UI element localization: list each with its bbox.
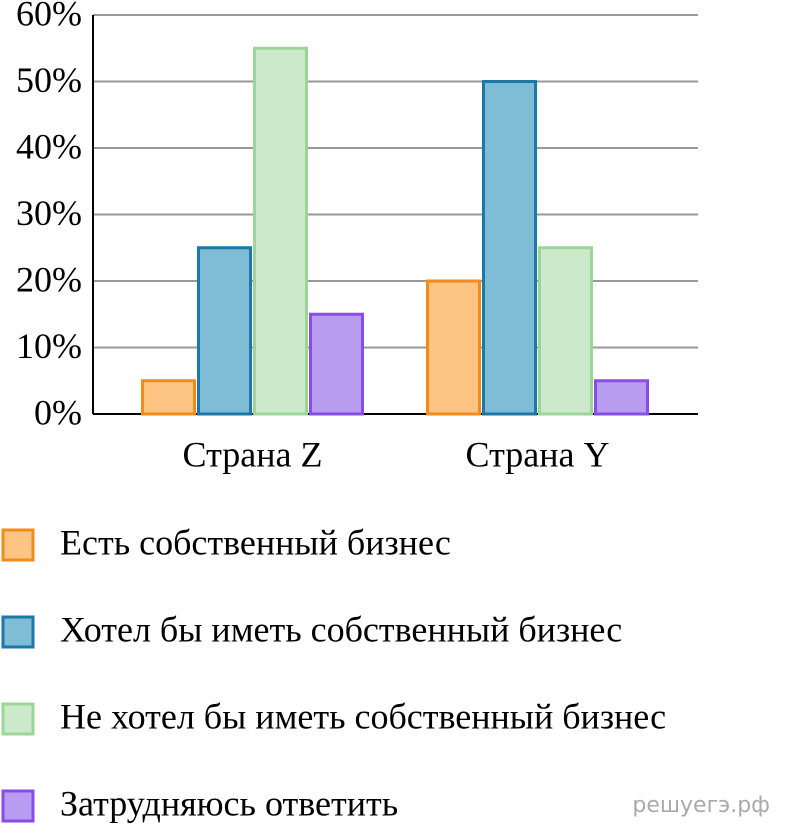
y-tick-label: 10% [16,326,82,366]
legend-label: Хотел бы иметь собственный бизнес [60,609,622,649]
legend-label: Не хотел бы иметь собственный бизнес [60,696,666,736]
bar [197,246,252,416]
y-tick-label: 30% [16,193,82,233]
legend-label: Затрудняюсь ответить [60,783,398,823]
bar [426,279,481,416]
legend-label: Есть собственный бизнес [60,522,451,562]
y-tick-label: 20% [16,259,82,299]
legend-swatch [1,702,35,736]
bar [482,80,537,416]
bar [594,379,649,416]
y-tick-label: 60% [16,0,82,33]
legend-swatch [1,528,35,562]
x-tick-label: Страна Z [183,434,323,474]
bar [538,246,593,416]
y-tick-label: 40% [16,126,82,166]
bar [253,46,308,416]
legend-swatch [1,615,35,649]
bar [309,312,364,416]
watermark: решуегэ.рф [632,793,770,818]
bar [141,379,196,416]
legend-swatch [1,789,35,823]
y-tick-label: 50% [16,60,82,100]
y-tick-label: 0% [34,392,82,432]
x-tick-label: Страна Y [466,434,610,474]
